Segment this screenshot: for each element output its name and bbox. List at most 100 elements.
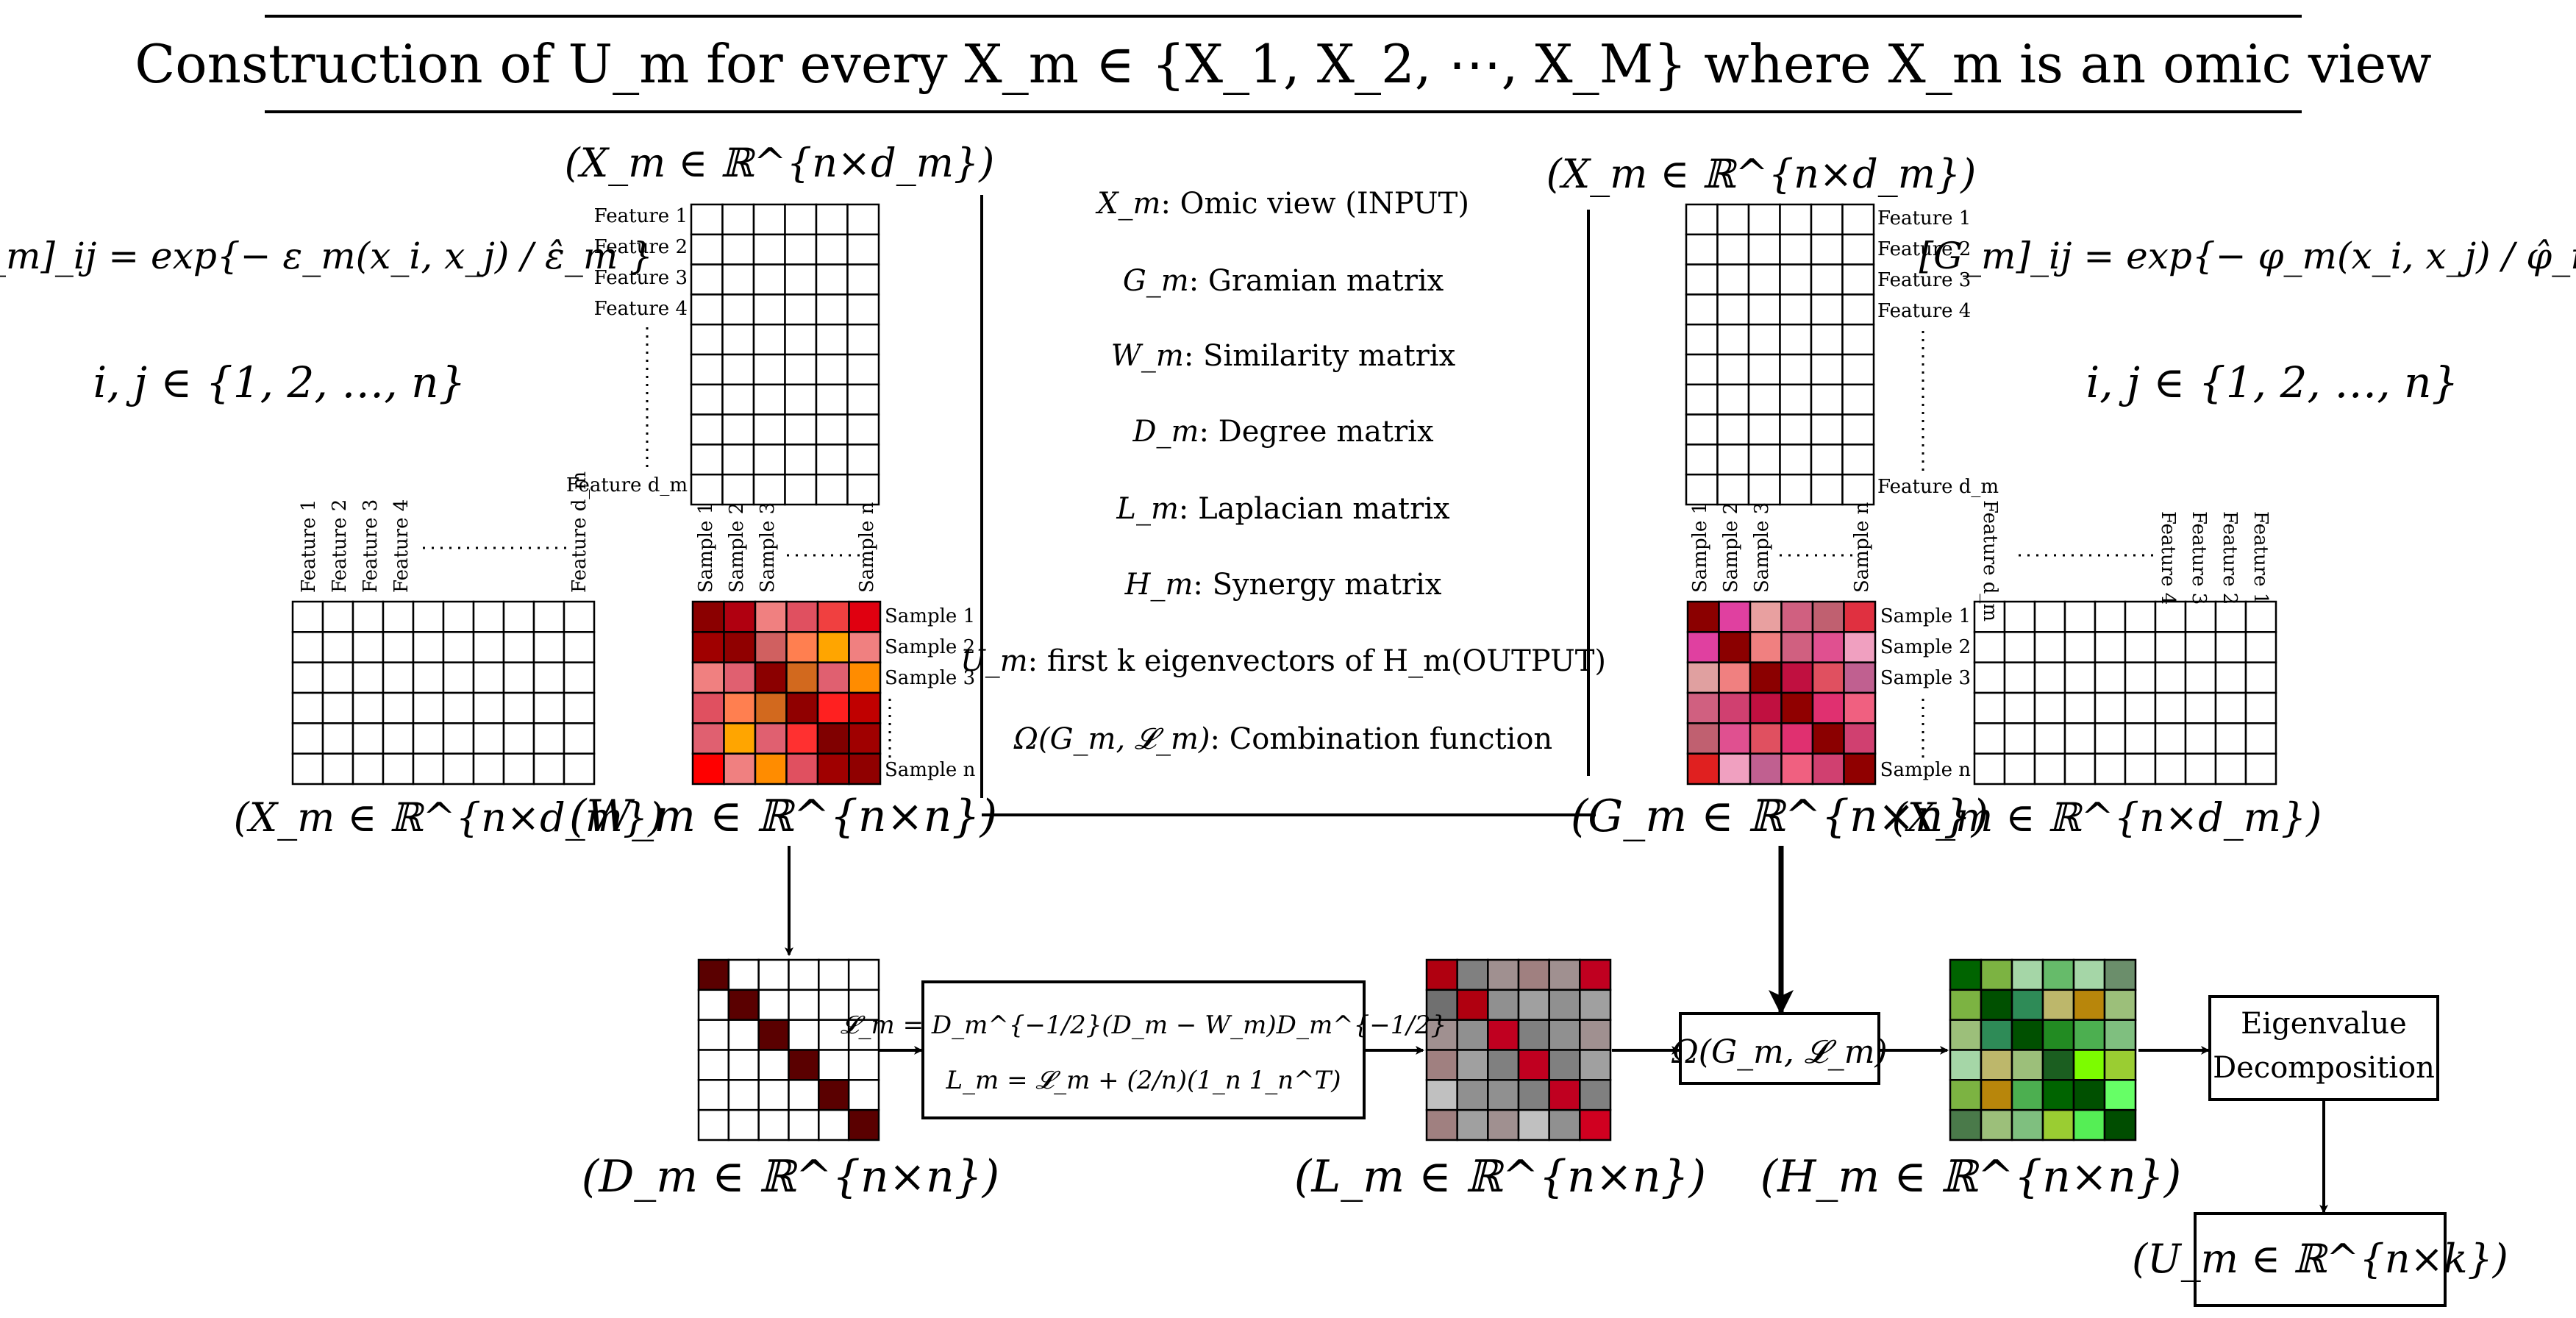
x-bottom-left-cell (291, 691, 324, 724)
x-bottom-right-cell (2003, 661, 2036, 694)
x-bottom-left-cell (502, 722, 535, 755)
g-definition-formula: [G_m]_ij = exp{− φ_m(x_i, x_j) / φ̂_m } (1919, 235, 2576, 277)
d-cell (788, 958, 820, 991)
x-top-left-cell (752, 293, 786, 326)
x-bottom-left-cell (532, 600, 565, 633)
w-cell (848, 631, 882, 663)
h-cell (2011, 988, 2044, 1021)
legend-text: : Omic view (INPUT) (1160, 187, 1469, 221)
w-cell (691, 600, 725, 633)
x-bottom-left-cell (352, 722, 385, 755)
l-cell (1579, 1049, 1612, 1081)
x-top-right-cell (1747, 383, 1781, 416)
legend-item: U_m: first k eigenvectors of H_m(OUTPUT) (960, 644, 1606, 678)
l-cell (1579, 1079, 1612, 1111)
x-top-right-cell (1716, 383, 1750, 416)
x-top-right-cell (1810, 293, 1844, 326)
x-top-left-cell (784, 263, 818, 296)
w-cell (848, 661, 882, 694)
x-bottom-left-cell (472, 600, 505, 633)
eigen-box (2208, 995, 2439, 1101)
w-cell (691, 752, 725, 786)
h-cell (1980, 1019, 2013, 1051)
legend-text: : Synergy matrix (1193, 568, 1441, 602)
x-bottom-right-cell (2033, 722, 2066, 755)
g-cell (1749, 661, 1783, 694)
h-matrix (1949, 958, 2137, 1141)
l-matrix (1425, 958, 1612, 1141)
axis-label: Feature d_m (1979, 500, 2001, 621)
x-top-left-cell (690, 473, 724, 506)
x-top-right-cell (1841, 293, 1875, 326)
g-cell (1749, 631, 1783, 663)
d-cell (847, 1019, 880, 1051)
axis-label: Sample n (1880, 759, 1972, 781)
w-index-formula: i, j ∈ {1, 2, …, n} (93, 357, 466, 407)
g-cell (1749, 600, 1783, 633)
u-label: (U_m ∈ ℝ^{n×k}) (2132, 1236, 2508, 1282)
d-cell (697, 1049, 730, 1081)
w-cell (723, 600, 757, 633)
x-bottom-left-cell (563, 691, 596, 724)
d-cell (818, 1079, 850, 1111)
d-cell (757, 1019, 790, 1051)
x-bottom-right-cell (2063, 631, 2097, 663)
g-cell (1811, 752, 1845, 786)
axis-label: Feature 4 (1877, 300, 1971, 322)
x-bottom-left-cell (382, 691, 415, 724)
x-bottom-right-cell (2033, 661, 2066, 694)
l-cell (1487, 958, 1520, 991)
d-cell (788, 1108, 820, 1141)
h-cell (1949, 1049, 1983, 1081)
axis-label: Feature 3 (360, 499, 382, 593)
x-matrix-top-right (1685, 203, 1875, 506)
h-cell (2041, 958, 2075, 991)
x-bottom-right-cell (2124, 752, 2157, 786)
w-cell (816, 691, 850, 724)
x-bottom-left-cell (412, 752, 445, 786)
x-top-left-cell (721, 263, 755, 296)
x-top-left-cell (784, 444, 818, 476)
x-top-right-cell (1716, 263, 1750, 296)
h-cell (1949, 958, 1983, 991)
w-cell (785, 722, 819, 755)
x-top-left-cell (784, 473, 818, 506)
x-bottom-right-cell (2124, 661, 2157, 694)
x-bottom-right-cell (1973, 631, 2006, 663)
x-bottom-left-cell (382, 661, 415, 694)
x-bottom-left-cell (502, 691, 535, 724)
eigen-label-line1: Eigenvalue (2241, 1007, 2407, 1041)
l-cell (1456, 958, 1489, 991)
w-cell (754, 631, 788, 663)
x-bottom-right-cell (2244, 691, 2277, 724)
h-cell (2011, 1108, 2044, 1141)
x-bottom-right-cell (2184, 600, 2217, 633)
w-cell (754, 752, 788, 786)
w-definition-formula: [W_m]_ij = exp{− ε_m(x_i, x_j) / ε̂_m } (0, 235, 653, 277)
legend-text: : Combination function (1210, 722, 1553, 756)
x-top-left-cell (815, 203, 849, 236)
x-top-left-cell (690, 413, 724, 446)
x-top-right-cell (1747, 353, 1781, 386)
x-top-left-cell (752, 383, 786, 416)
x-bottom-right-cell (2003, 691, 2036, 724)
x-bottom-left-cell (532, 661, 565, 694)
x-top-right-cell (1810, 473, 1844, 506)
x-top-right-cell (1685, 383, 1719, 416)
laplacian-line2: L_m = 𝓛_m + (2/n)(1_n 1_n^T) (945, 1066, 1341, 1095)
x-top-left-cell (784, 233, 818, 266)
x-bottom-right-cell (2094, 631, 2127, 663)
x-bottom-left-cell (442, 600, 475, 633)
x-bottom-left-cell (563, 752, 596, 786)
x-top-right-cell (1685, 353, 1719, 386)
legend: X_m: Omic view (INPUT) G_m: Gramian matri… (960, 187, 1606, 756)
x-bottom-right-cell (2063, 691, 2097, 724)
x-bottom-left-cell (502, 661, 535, 694)
x-bottom-right-cell (2094, 722, 2127, 755)
g-cell (1780, 631, 1814, 663)
w-cell (691, 661, 725, 694)
l-cell (1548, 988, 1581, 1021)
l-cell (1487, 988, 1520, 1021)
g-cell (1843, 752, 1877, 786)
g-cell (1811, 691, 1845, 724)
